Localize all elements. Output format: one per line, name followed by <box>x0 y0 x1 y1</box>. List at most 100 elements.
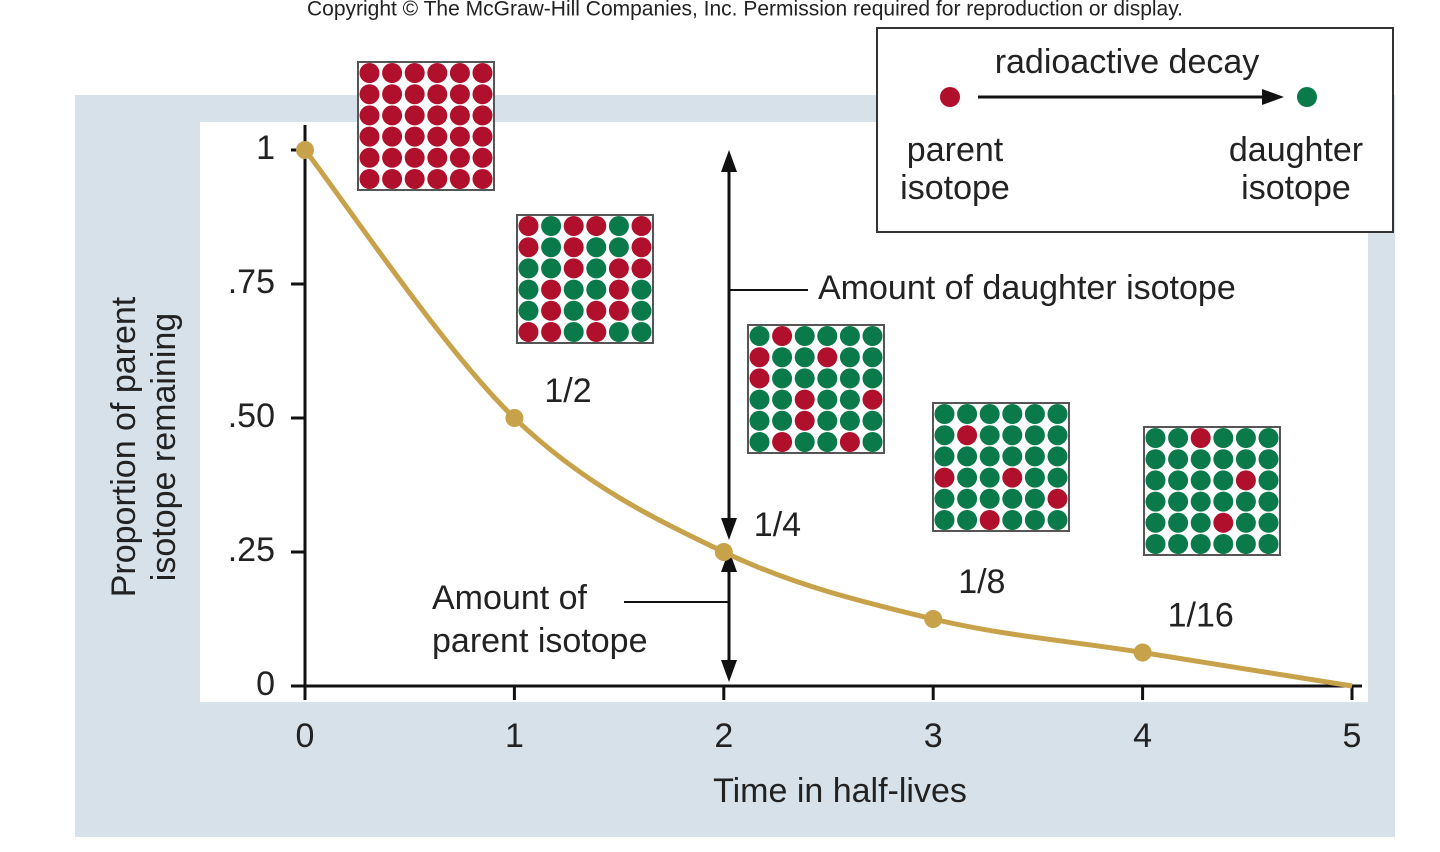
isotope-dot <box>794 368 815 389</box>
isotope-dot <box>772 326 793 346</box>
grid-box <box>747 324 885 454</box>
isotope-dot <box>1213 470 1234 491</box>
isotope-dot <box>1047 488 1068 509</box>
point <box>1133 643 1152 662</box>
x-tick-label: 4 <box>1133 717 1152 755</box>
isotope-dot <box>1213 512 1234 533</box>
isotope-dot <box>472 63 493 83</box>
isotope-dot <box>794 432 815 452</box>
x-tick-label: 5 <box>1343 717 1362 755</box>
isotope-dot <box>404 63 425 83</box>
isotope-dot <box>1168 449 1189 470</box>
isotope-dot <box>449 84 470 105</box>
isotope-dot <box>563 322 584 342</box>
isotope-dot <box>1168 470 1189 491</box>
isotope-dot <box>472 169 493 189</box>
legend-box <box>876 27 1394 233</box>
isotope-dot <box>541 237 562 258</box>
legend-marker <box>940 87 960 107</box>
isotope-dot <box>1145 449 1166 470</box>
isotope-dot <box>979 404 1000 424</box>
isotope-grid <box>747 324 885 454</box>
isotope-dot <box>794 389 815 410</box>
isotope-dot <box>1213 449 1234 470</box>
isotope-dot <box>608 258 629 279</box>
isotope-dot <box>1002 446 1023 467</box>
isotope-dot <box>957 425 978 446</box>
isotope-dot <box>934 488 955 509</box>
isotope-dot <box>1258 534 1279 554</box>
legend-label: isotope <box>1241 169 1351 207</box>
isotope-dot <box>472 126 493 147</box>
y-axis-label: Proportion of parent <box>105 296 143 597</box>
grid-box <box>1143 426 1281 556</box>
isotope-dot <box>749 368 770 389</box>
y-tick-label: 1 <box>256 129 275 167</box>
isotope-dot <box>1258 512 1279 533</box>
x-tick-label: 2 <box>714 717 733 755</box>
isotope-dot <box>563 258 584 279</box>
isotope-dot <box>541 322 562 342</box>
isotope-dot <box>934 446 955 467</box>
y-tick-label: .25 <box>228 531 275 569</box>
isotope-dot <box>772 368 793 389</box>
isotope-dot <box>382 126 403 147</box>
isotope-dot <box>1258 491 1279 512</box>
legend-arrow-head <box>1262 89 1284 105</box>
isotope-dot <box>794 347 815 368</box>
isotope-dot <box>586 279 607 300</box>
isotope-dot <box>1024 425 1045 446</box>
isotope-dot <box>449 126 470 147</box>
x-tick-label: 0 <box>296 717 315 755</box>
isotope-dot <box>794 410 815 431</box>
isotope-dot <box>359 84 380 105</box>
isotope-dot <box>817 432 838 452</box>
isotope-dot <box>1002 425 1023 446</box>
isotope-dot <box>541 258 562 279</box>
isotope-dot <box>541 300 562 321</box>
isotope-dot <box>427 105 448 126</box>
isotope-dot <box>472 147 493 168</box>
isotope-dot <box>1002 510 1023 530</box>
isotope-dot <box>934 467 955 488</box>
isotope-dot <box>608 322 629 342</box>
isotope-dot <box>934 510 955 530</box>
isotope-dot <box>1145 491 1166 512</box>
isotope-dot <box>1047 446 1068 467</box>
isotope-dot <box>608 300 629 321</box>
decay-curve <box>303 148 1353 689</box>
isotope-dot <box>404 169 425 189</box>
point <box>505 409 524 427</box>
isotope-dot <box>934 425 955 446</box>
isotope-dot <box>1190 491 1211 512</box>
y-tick-label: .75 <box>228 263 275 301</box>
annotation: Amount of daughter isotope <box>818 269 1236 307</box>
isotope-dot <box>1002 467 1023 488</box>
annotation: Amount of <box>432 579 588 617</box>
isotope-dot <box>749 389 770 410</box>
isotope-dot <box>1190 470 1211 491</box>
value-label: 1/16 <box>1168 596 1234 634</box>
isotope-dot <box>839 389 860 410</box>
isotope-dot <box>1235 449 1256 470</box>
isotope-dot <box>518 279 539 300</box>
isotope-dot <box>772 347 793 368</box>
isotope-dot <box>1258 449 1279 470</box>
isotope-dot <box>862 368 883 389</box>
isotope-dot <box>518 258 539 279</box>
isotope-dot <box>817 410 838 431</box>
isotope-dot <box>541 216 562 236</box>
isotope-dot <box>631 258 652 279</box>
legend-label: daughter <box>1229 131 1363 169</box>
isotope-dot <box>1024 446 1045 467</box>
isotope-dot <box>404 147 425 168</box>
isotope-dot <box>382 84 403 105</box>
isotope-dot <box>472 105 493 126</box>
isotope-dot <box>772 389 793 410</box>
isotope-dot <box>1235 470 1256 491</box>
isotope-dot <box>957 404 978 424</box>
point <box>714 543 733 561</box>
isotope-dot <box>1047 425 1068 446</box>
isotope-dot <box>518 237 539 258</box>
